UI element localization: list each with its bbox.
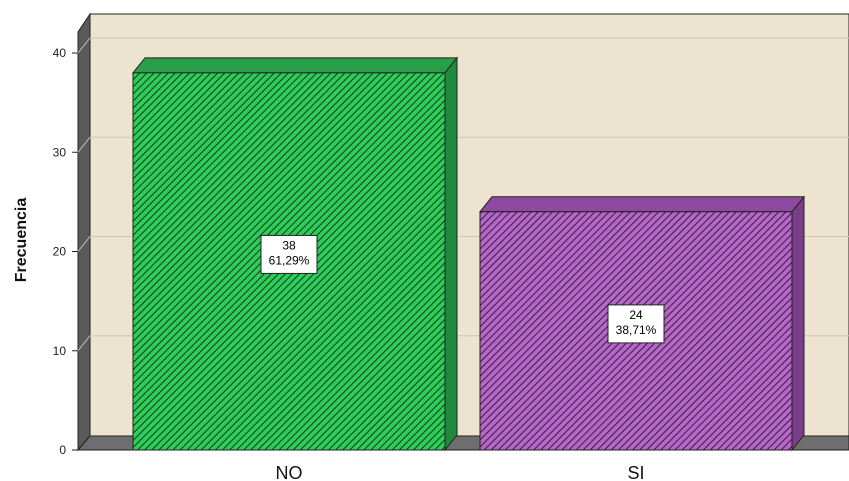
plot-left-wall <box>77 12 91 452</box>
data-label-count: 24 <box>629 308 643 322</box>
y-axis-ticks: 0 10 20 30 40 <box>53 46 78 457</box>
data-label-percent: 61,29% <box>269 253 310 267</box>
y-tick-label: 20 <box>53 245 67 259</box>
y-tick-label: 40 <box>53 46 67 60</box>
y-tick-label: 10 <box>53 344 67 358</box>
data-label-box <box>260 234 318 274</box>
bar-top-face <box>131 57 459 74</box>
y-tick-label: 0 <box>59 443 66 457</box>
gridline-wall <box>77 335 91 352</box>
y-axis-label: Frecuencia <box>13 198 30 283</box>
y-tick-label: 30 <box>53 145 67 159</box>
x-tick-label: NO <box>276 463 303 481</box>
x-tick-label: SI <box>627 463 644 481</box>
gridline-wall <box>77 236 91 252</box>
gridline-wall <box>77 37 91 54</box>
bar-side-face <box>791 195 805 452</box>
x-axis-ticks: NO SI <box>276 463 645 481</box>
data-label-percent: 38,71% <box>616 323 657 337</box>
data-label-box <box>607 304 665 344</box>
gridline-wall <box>77 136 91 153</box>
bar-side-face <box>444 56 458 452</box>
data-label-count: 38 <box>282 238 296 252</box>
bar-top-face <box>478 196 806 213</box>
